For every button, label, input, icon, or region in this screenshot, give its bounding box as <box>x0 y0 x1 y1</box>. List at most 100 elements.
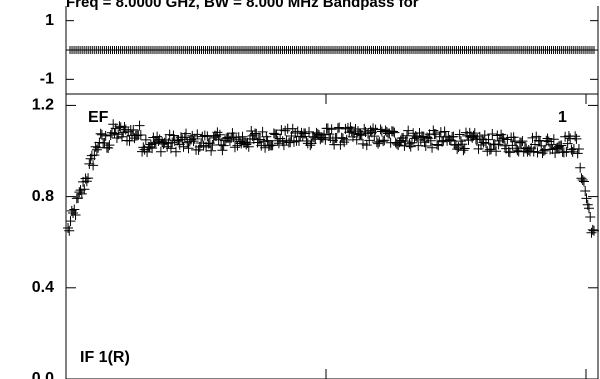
amplitude-point <box>134 120 145 131</box>
amplitude-point <box>336 132 347 143</box>
amplitude-point <box>541 135 552 146</box>
amplitude-point <box>439 126 450 137</box>
amplitude-point <box>128 124 139 135</box>
amplitude-point <box>476 139 487 150</box>
amplitude-point <box>65 216 76 227</box>
amplitude-point <box>147 143 158 154</box>
amplitude-point <box>227 128 238 139</box>
amplitude-point <box>311 127 322 138</box>
amplitude-point <box>188 136 199 147</box>
amplitude-point <box>550 148 561 159</box>
phase-panel: 1 -1 <box>40 6 599 95</box>
amplitude-point <box>432 139 443 150</box>
amplitude-point <box>459 143 470 154</box>
amplitude-point <box>368 123 379 134</box>
amplitude-point <box>585 211 596 222</box>
amplitude-point <box>504 147 515 158</box>
amplitude-point <box>208 132 219 143</box>
amplitude-point <box>373 138 384 149</box>
amplitude-point <box>124 135 135 146</box>
amplitude-point <box>381 127 392 138</box>
amplitude-point <box>170 146 181 157</box>
amplitude-point <box>229 142 240 153</box>
amplitude-point <box>473 143 484 154</box>
amplitude-y-tick-label: 0.8 <box>32 188 54 205</box>
amplitude-point <box>226 132 237 143</box>
amplitude-point <box>189 133 200 144</box>
amplitude-point <box>339 137 350 148</box>
amplitude-point <box>165 143 176 154</box>
amplitude-point <box>214 129 225 140</box>
phase-y-tick-label: -1 <box>40 71 54 88</box>
amplitude-point <box>404 138 415 149</box>
amplitude-point <box>283 137 294 148</box>
amplitude-point <box>532 147 543 158</box>
amplitude-point <box>583 203 594 214</box>
amplitude-point <box>241 139 252 150</box>
amplitude-point <box>427 142 438 153</box>
amplitude-point <box>578 176 589 187</box>
amplitude-point <box>135 129 146 140</box>
amplitude-point <box>487 128 498 139</box>
amplitude-point <box>548 134 559 145</box>
amplitude-point <box>523 144 534 155</box>
amplitude-point <box>365 125 376 136</box>
amplitude-x-ticks <box>325 94 587 379</box>
amplitude-point <box>389 127 400 138</box>
amplitude-point <box>69 204 80 215</box>
amplitude-point <box>288 136 299 147</box>
amplitude-point <box>573 143 584 154</box>
amplitude-point <box>267 140 278 151</box>
amplitude-y-tick-label: 0.0 <box>32 370 54 379</box>
amplitude-point <box>199 130 210 141</box>
phase-y-tick-label: 1 <box>45 12 54 29</box>
amplitude-y-tick-label: 0.4 <box>32 279 54 296</box>
amplitude-point <box>341 134 352 145</box>
amplitude-point <box>204 138 215 149</box>
amplitude-point <box>580 186 591 197</box>
amplitude-point <box>478 137 489 148</box>
amplitude-point <box>364 135 375 146</box>
amplitude-point <box>586 227 597 238</box>
amplitude-point <box>361 140 372 151</box>
amplitude-point <box>508 132 519 143</box>
amplitude-point <box>332 123 343 134</box>
amplitude-label-top-left: EF <box>88 109 109 126</box>
amplitude-point <box>183 143 194 154</box>
amplitude-point <box>218 140 229 151</box>
amplitude-point <box>104 140 115 151</box>
amplitude-point <box>546 139 557 150</box>
amplitude-point <box>369 131 380 142</box>
amplitude-point <box>193 144 204 155</box>
amplitude-point <box>486 144 497 155</box>
amplitude-point <box>181 128 192 139</box>
amplitude-point <box>581 193 592 204</box>
amplitude-point <box>88 160 99 171</box>
phase-series <box>66 46 598 54</box>
amplitude-point <box>334 122 345 133</box>
amplitude-point <box>403 125 414 136</box>
amplitude-point <box>483 134 494 145</box>
amplitude-point <box>217 145 228 156</box>
amplitude-point <box>237 131 248 142</box>
amplitude-point <box>155 146 166 157</box>
amplitude-point <box>378 136 389 147</box>
amplitude-point <box>268 128 279 139</box>
amplitude-series <box>63 119 599 238</box>
amplitude-point <box>202 131 213 142</box>
amplitude-point <box>83 173 94 184</box>
amplitude-point <box>379 135 390 146</box>
amplitude-point <box>177 134 188 145</box>
amplitude-label-bottom-left: IF 1(R) <box>80 349 130 366</box>
amplitude-point <box>64 225 75 236</box>
amplitude-point <box>192 129 203 140</box>
amplitude-point <box>401 130 412 141</box>
amplitude-point <box>553 141 564 152</box>
amplitude-point <box>512 145 523 156</box>
amplitude-point <box>251 128 262 139</box>
amplitude-point <box>425 135 436 146</box>
amplitude-point <box>458 145 469 156</box>
amplitude-point <box>450 140 461 151</box>
amplitude-point <box>207 139 218 150</box>
